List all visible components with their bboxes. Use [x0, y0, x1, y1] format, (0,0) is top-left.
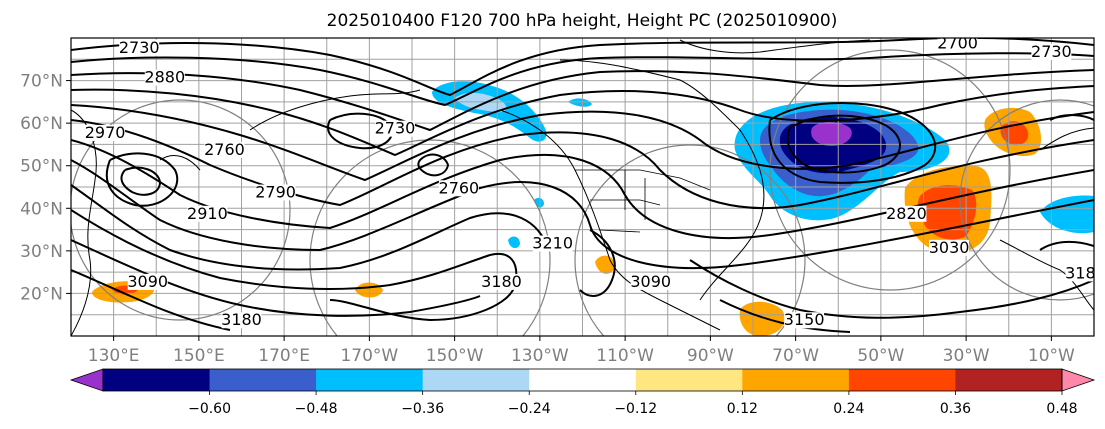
colorbar-tick-label: 0.12 — [727, 401, 758, 417]
contour-label-bg — [374, 120, 415, 137]
contour-label-bg — [784, 312, 825, 329]
negative-anomaly-pacific-small — [508, 236, 520, 249]
contour-label-bg — [119, 39, 160, 56]
colorbar-tick-label: −0.36 — [401, 401, 444, 417]
lat-tick-label: 60°N — [20, 114, 63, 134]
contour-label: 2970 — [85, 123, 126, 142]
lat-tick-label: 20°N — [20, 284, 63, 304]
map-area: 2730 2880 2970 2760 2730 2790 2910 3090 3180 2760… — [71, 34, 1105, 336]
colorbar-extend-high — [1061, 368, 1096, 392]
contour-label-bg — [85, 124, 126, 141]
contour-label-bg — [481, 273, 522, 290]
contour-label: 3210 — [532, 234, 573, 253]
contour-label-bg — [127, 273, 168, 290]
negative-anomaly-hudson — [568, 98, 592, 107]
contour-labels: 2730 2880 2970 2760 2730 2790 2910 3090 3180 2760… — [85, 34, 1105, 329]
colorbar-segment — [955, 369, 1063, 391]
colorbar-tick-label: −0.60 — [188, 401, 231, 417]
contour-label-bg — [630, 273, 671, 290]
lon-tick-label: 70°W — [772, 346, 819, 366]
colorbar-tick-label: −0.24 — [508, 401, 551, 417]
contour-label: 2910 — [187, 204, 228, 223]
contour-label: 2730 — [1031, 42, 1072, 61]
contour-label-bg — [144, 69, 185, 86]
colorbar-frame — [102, 368, 1063, 392]
contour-label: 2820 — [886, 204, 927, 223]
colorbar-tick-label: −0.48 — [295, 401, 338, 417]
political-boundaries — [575, 169, 711, 233]
colorbar-labels: −0.60 −0.48 −0.36 −0.24 −0.12 0.12 0.24 0.36 0.4… — [188, 391, 1078, 417]
colorbar-extend-low — [69, 368, 104, 392]
colorbar-segment — [742, 369, 850, 391]
height-contours — [71, 38, 1094, 333]
latitude-axis: 20°N 30°N 40°N 50°N 60°N 70°N — [20, 72, 71, 304]
lon-tick-label: 10°W — [1028, 346, 1075, 366]
chart-title: 2025010400 F120 700 hPa height, Height P… — [327, 11, 838, 31]
projection-guide-circles — [71, 49, 1094, 336]
negative-anomaly-east-atlantic — [1040, 195, 1094, 234]
contour-label: 3180 — [221, 310, 262, 329]
contour-label: 2760 — [204, 140, 245, 159]
lat-tick-label: 40°N — [20, 199, 63, 219]
colorbar-tick-label: 0.48 — [1046, 401, 1077, 417]
lon-tick-label: 50°W — [857, 346, 904, 366]
colorbar — [69, 368, 1096, 392]
contour-label-bg — [255, 184, 296, 201]
contour-label: 3030 — [929, 238, 970, 257]
lat-tick-label: 70°N — [20, 72, 63, 92]
contour-label-bg — [221, 312, 262, 329]
contour-label-bg — [937, 38, 978, 52]
contour-label: 3090 — [127, 272, 168, 291]
colorbar-segment — [316, 369, 424, 391]
positive-anomaly-caribbean — [739, 301, 785, 336]
lat-tick-label: 50°N — [20, 157, 63, 177]
contour-label-bg — [886, 205, 927, 222]
contour-label: 2880 — [144, 68, 185, 87]
colorbar-tick-label: 0.36 — [940, 401, 971, 417]
lat-tick-label: 30°N — [20, 242, 63, 262]
colorbar-segment — [209, 369, 317, 391]
contour-label-bg — [187, 205, 228, 222]
contour-label-bg — [1065, 265, 1094, 282]
negative-anomaly-northeast-us-peak — [811, 122, 852, 146]
contour-label: 2700 — [937, 34, 978, 53]
negative-anomaly-alaska-light — [455, 92, 507, 113]
lon-tick-label: 130°E — [88, 346, 140, 366]
contour-label: 2790 — [255, 183, 296, 202]
colorbar-segment — [848, 369, 956, 391]
contour-label: 3180 — [1065, 263, 1105, 282]
lon-tick-label: 150°W — [426, 346, 484, 366]
map-frame — [70, 37, 1095, 337]
colorbar-tick-label: 0.24 — [833, 401, 864, 417]
contour-label: 2730 — [119, 38, 160, 57]
lon-tick-label: 110°W — [596, 346, 654, 366]
colorbar-segment — [103, 369, 211, 391]
contour-label: 2730 — [375, 119, 416, 138]
lon-tick-label: 30°W — [943, 346, 990, 366]
contour-label: 2760 — [439, 178, 480, 197]
colorbar-segment — [422, 369, 530, 391]
contour-label-bg — [204, 141, 245, 158]
lon-tick-label: 130°W — [511, 346, 569, 366]
longitude-axis: 130°E 150°E 170°E 170°W 150°W 130°W 110°W 90°W 7… — [88, 336, 1075, 366]
lon-tick-label: 170°W — [340, 346, 398, 366]
contour-label: 3090 — [630, 272, 671, 291]
lon-tick-label: 170°E — [258, 346, 310, 366]
lon-tick-label: 150°E — [173, 346, 225, 366]
contour-label: 3150 — [784, 310, 825, 329]
contour-label-bg — [929, 239, 970, 256]
colorbar-tick-label: −0.12 — [614, 401, 657, 417]
contour-label: 3180 — [481, 272, 522, 291]
lon-tick-label: 90°W — [687, 346, 734, 366]
colorbar-segment — [635, 369, 743, 391]
contour-label-bg — [438, 180, 479, 197]
contour-label-bg — [532, 235, 573, 252]
contour-label-bg — [1031, 44, 1072, 61]
colorbar-segment — [529, 369, 637, 391]
